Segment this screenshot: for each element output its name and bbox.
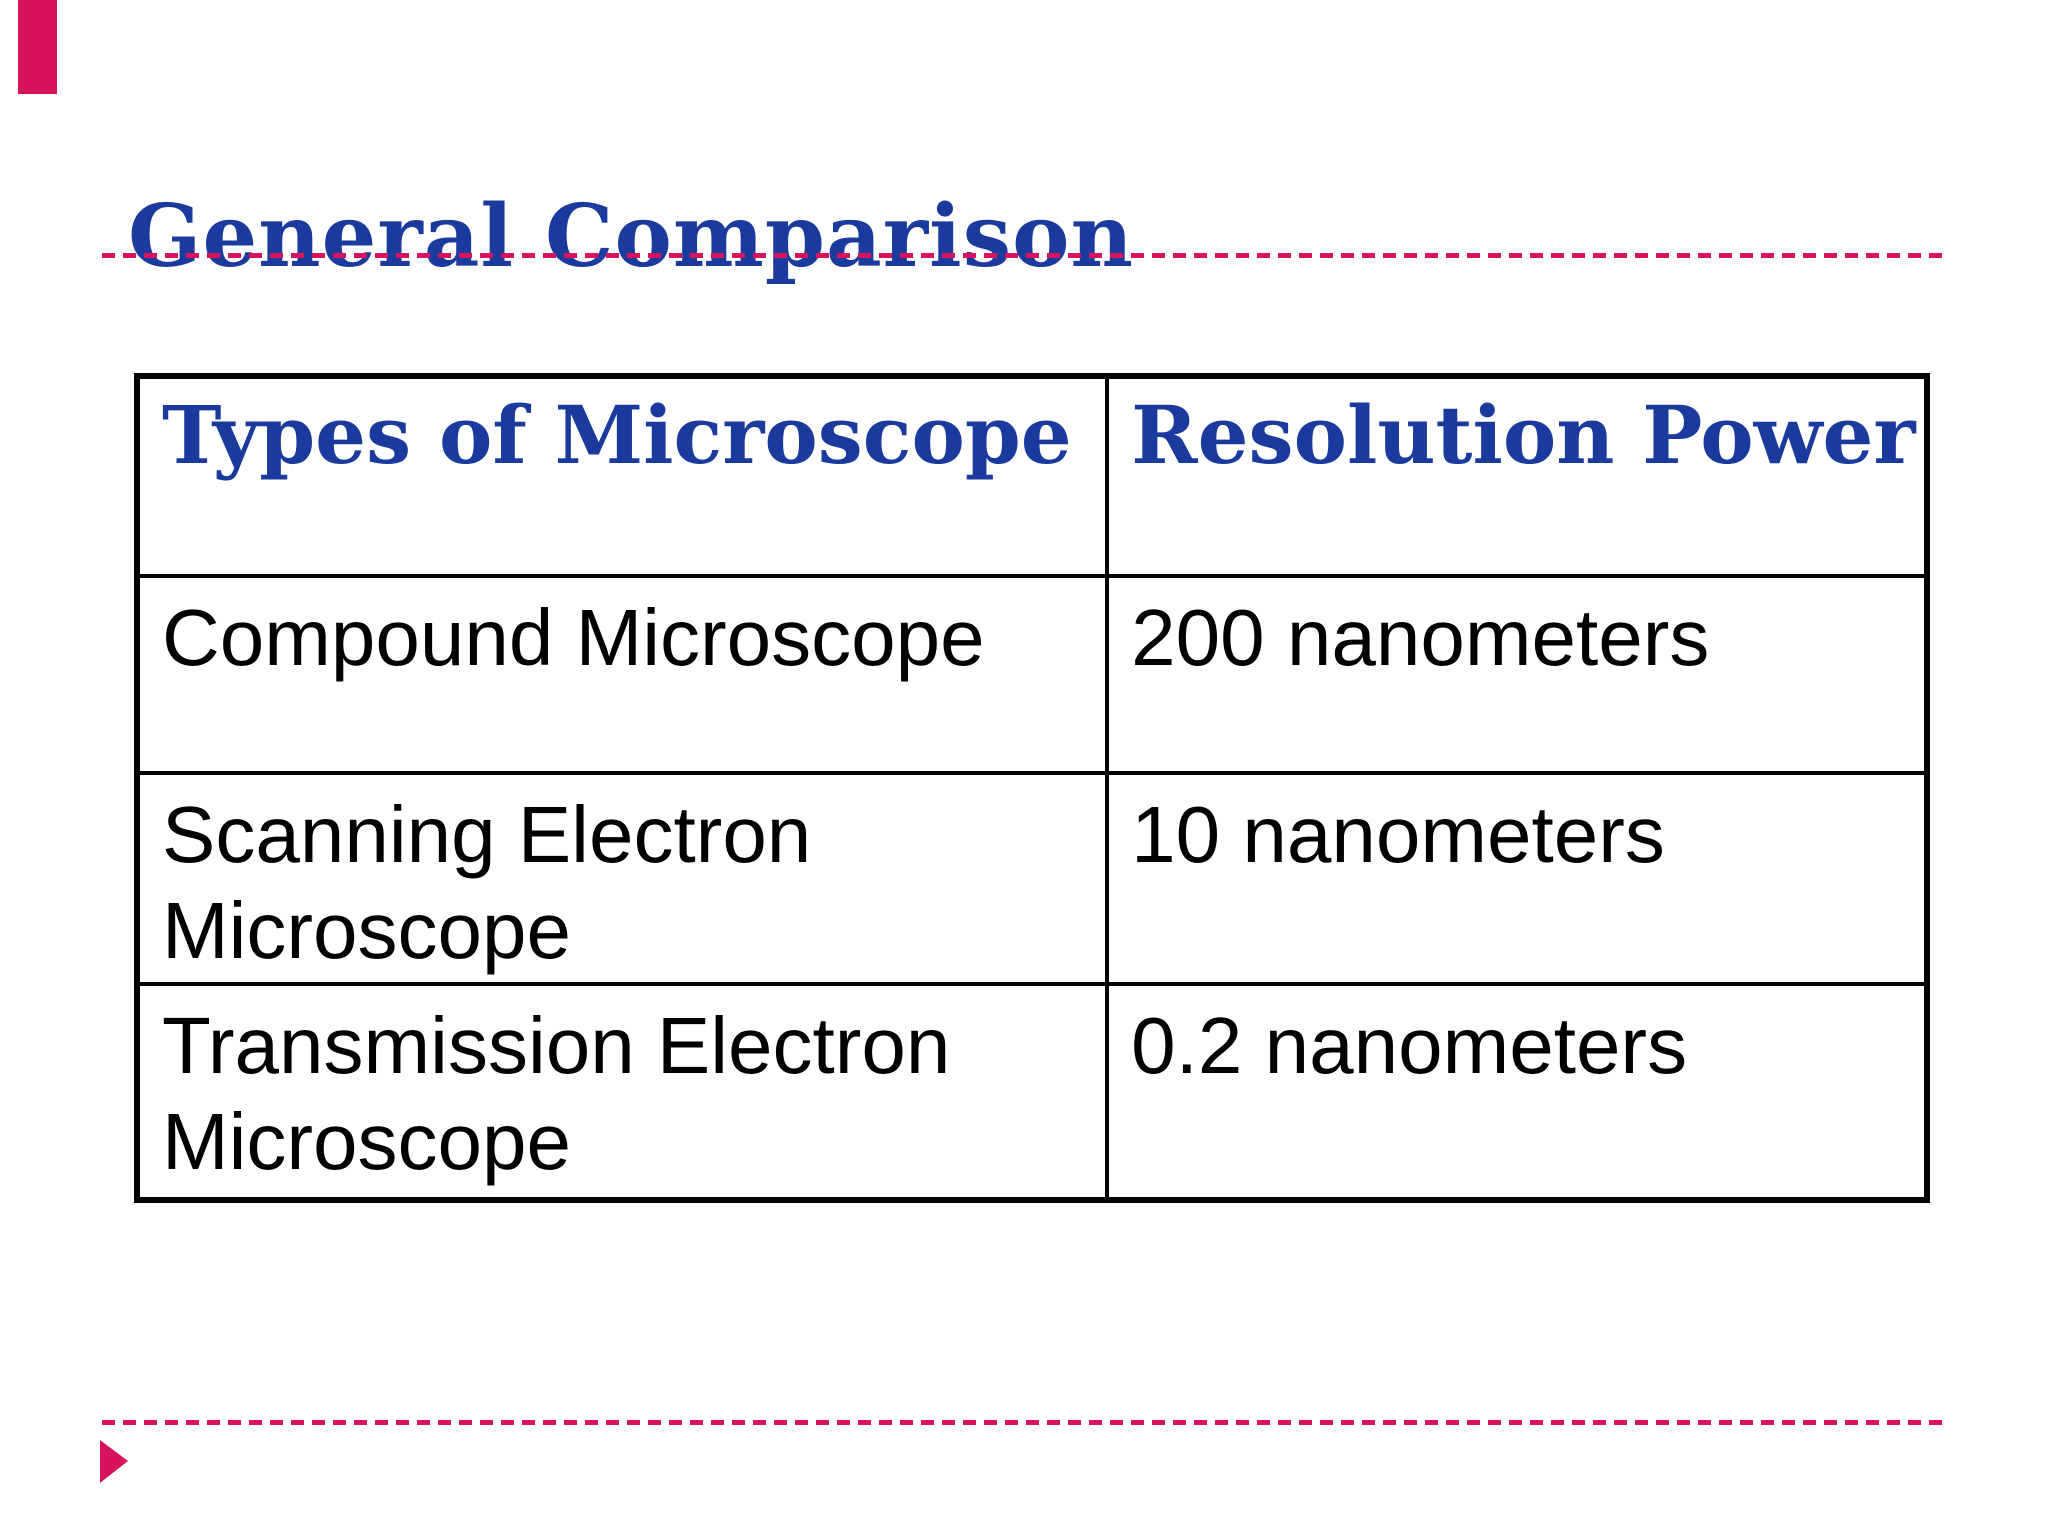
cell-resolution-power: 200 nanometers	[1105, 574, 1929, 775]
column-header-type: Types of Microscope	[134, 374, 1110, 578]
cell-microscope-type: Transmission Electron Microscope	[134, 982, 1110, 1202]
table-row: Scanning Electron Microscope 10 nanomete…	[134, 771, 1929, 986]
title-divider-dashed-line	[102, 253, 1947, 258]
table-header-row: Types of Microscope Resolution Power	[134, 374, 1929, 578]
comparison-table-container: Types of Microscope Resolution Power Com…	[134, 373, 1930, 1203]
table-row: Transmission Electron Microscope 0.2 nan…	[134, 982, 1929, 1202]
cell-resolution-power: 0.2 nanometers	[1105, 982, 1929, 1202]
cell-resolution-power: 10 nanometers	[1105, 771, 1929, 986]
cell-microscope-type: Scanning Electron Microscope	[134, 771, 1110, 986]
footer-divider-dashed-line	[102, 1420, 1947, 1425]
table-row: Compound Microscope 200 nanometers	[134, 574, 1929, 775]
page-title: General Comparison	[128, 185, 1134, 287]
comparison-table: Types of Microscope Resolution Power Com…	[134, 373, 1930, 1203]
cell-microscope-type: Compound Microscope	[134, 574, 1110, 775]
column-header-resolution: Resolution Power	[1105, 374, 1929, 578]
accent-bar	[18, 0, 57, 94]
footer-arrow-icon	[100, 1440, 128, 1483]
